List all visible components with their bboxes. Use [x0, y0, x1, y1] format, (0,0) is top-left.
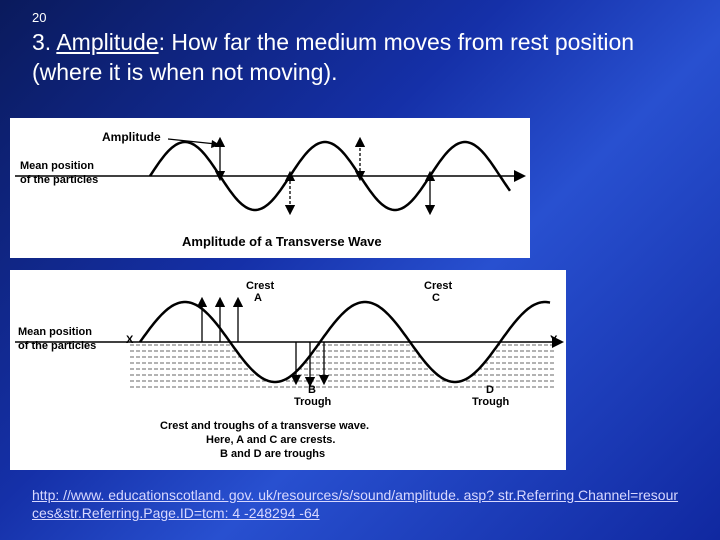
- caption2-l2: Here, A and C are crests.: [206, 434, 335, 446]
- label-trough-1: Trough: [294, 396, 331, 408]
- slide-number: 20: [32, 10, 46, 25]
- label-B: B: [308, 384, 316, 396]
- footer-link[interactable]: http: //www. educationscotland. gov. uk/…: [32, 486, 680, 522]
- diagram-crest-trough: Crest A Crest C B Trough D Trough X Y Me…: [10, 270, 566, 470]
- title-text: 3. Amplitude: How far the medium moves f…: [32, 28, 680, 88]
- caption2-l3: B and D are troughs: [220, 448, 325, 460]
- label-trough-2: Trough: [472, 396, 509, 408]
- caption-amplitude: Amplitude of a Transverse Wave: [182, 234, 382, 249]
- label-X: X: [126, 334, 133, 346]
- label-mean-pos-2: of the particles: [20, 174, 98, 186]
- label-amplitude: Amplitude: [102, 130, 161, 144]
- label-mean-pos2-2: of the particles: [18, 340, 96, 352]
- title-prefix: 3.: [32, 29, 56, 55]
- label-mean-pos-1: Mean position: [20, 160, 94, 172]
- caption2-l1: Crest and troughs of a transverse wave.: [160, 420, 369, 432]
- diagram-amplitude: Amplitude Mean position of the particles…: [10, 118, 530, 258]
- label-mean-pos2-1: Mean position: [18, 326, 92, 338]
- title-term: Amplitude: [56, 29, 158, 55]
- amplitude-label-arrow: [168, 136, 228, 156]
- label-C: C: [432, 292, 440, 304]
- label-D: D: [486, 384, 494, 396]
- label-A: A: [254, 292, 262, 304]
- label-crest-1: Crest: [246, 280, 274, 292]
- label-crest-2: Crest: [424, 280, 452, 292]
- label-Y: Y: [550, 334, 557, 346]
